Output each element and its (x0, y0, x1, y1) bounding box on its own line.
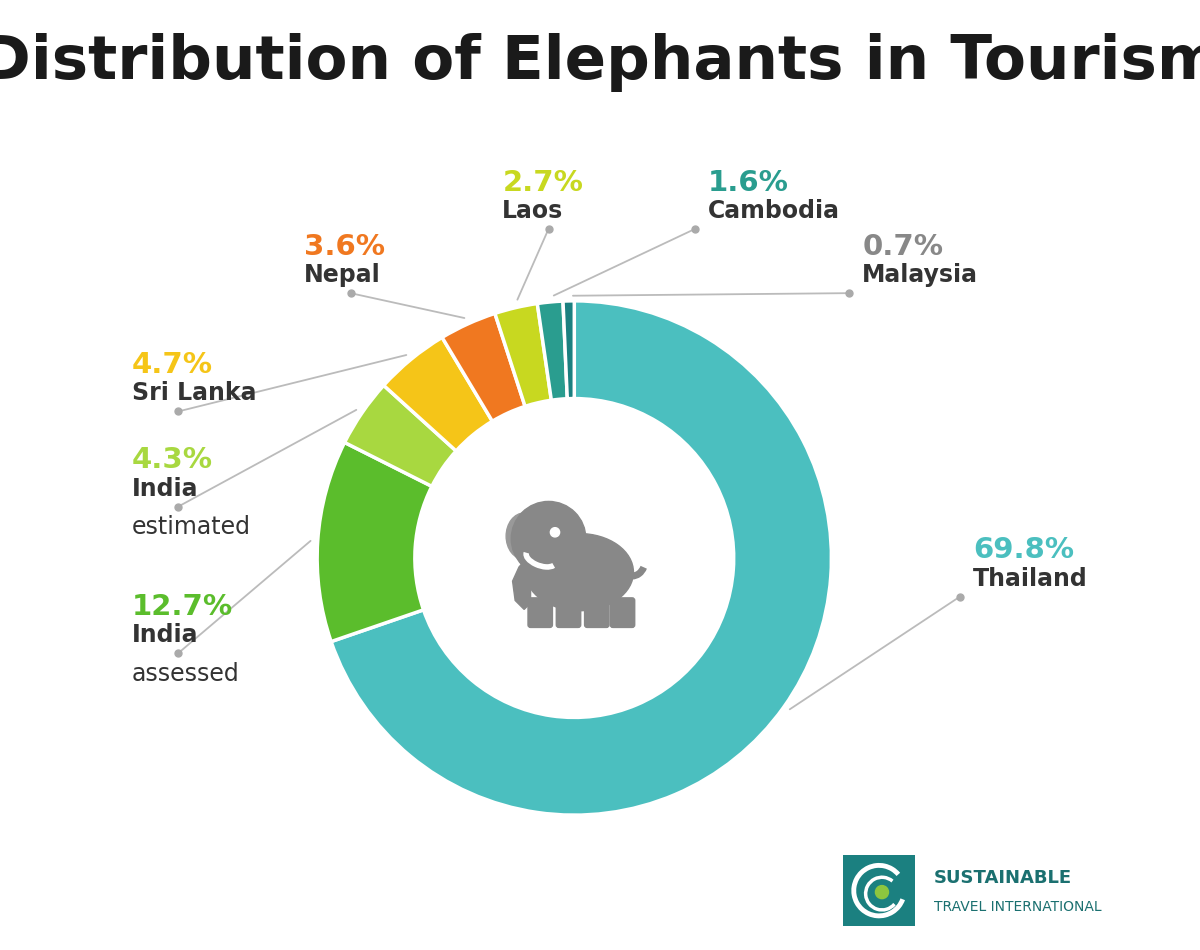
Text: estimated: estimated (132, 515, 251, 540)
Text: Laos: Laos (503, 199, 564, 223)
Text: Sri Lanka: Sri Lanka (132, 382, 257, 406)
Wedge shape (494, 304, 551, 407)
Text: SUSTAINABLE: SUSTAINABLE (934, 869, 1072, 886)
Text: 3.6%: 3.6% (305, 233, 385, 261)
Text: 2.7%: 2.7% (503, 168, 583, 197)
Text: India: India (132, 623, 198, 647)
Polygon shape (512, 556, 534, 610)
Ellipse shape (506, 513, 542, 560)
Text: Thailand: Thailand (973, 566, 1087, 591)
Text: Cambodia: Cambodia (708, 199, 840, 223)
Wedge shape (331, 301, 832, 815)
Circle shape (876, 885, 888, 899)
Ellipse shape (526, 534, 634, 611)
Wedge shape (317, 443, 432, 641)
Text: Malaysia: Malaysia (863, 263, 978, 287)
Text: 1.6%: 1.6% (708, 168, 788, 197)
Text: 12.7%: 12.7% (132, 593, 233, 621)
Circle shape (420, 404, 728, 712)
Text: India: India (132, 477, 198, 501)
Circle shape (511, 502, 586, 576)
FancyBboxPatch shape (557, 598, 581, 627)
Wedge shape (344, 386, 456, 486)
FancyBboxPatch shape (528, 598, 552, 627)
Circle shape (551, 527, 559, 537)
Wedge shape (538, 301, 568, 400)
Wedge shape (384, 337, 492, 451)
Text: 69.8%: 69.8% (973, 537, 1074, 564)
FancyBboxPatch shape (584, 598, 608, 627)
Text: 4.3%: 4.3% (132, 446, 214, 474)
Wedge shape (442, 314, 526, 421)
Wedge shape (563, 301, 575, 399)
Text: 4.7%: 4.7% (132, 352, 214, 379)
FancyBboxPatch shape (842, 853, 916, 928)
Text: 0.7%: 0.7% (863, 233, 943, 261)
Text: Nepal: Nepal (305, 263, 382, 287)
FancyBboxPatch shape (611, 598, 635, 627)
Text: TRAVEL INTERNATIONAL: TRAVEL INTERNATIONAL (934, 901, 1102, 914)
Text: Distribution of Elephants in Tourism: Distribution of Elephants in Tourism (0, 33, 1200, 92)
Text: assessed: assessed (132, 662, 240, 686)
